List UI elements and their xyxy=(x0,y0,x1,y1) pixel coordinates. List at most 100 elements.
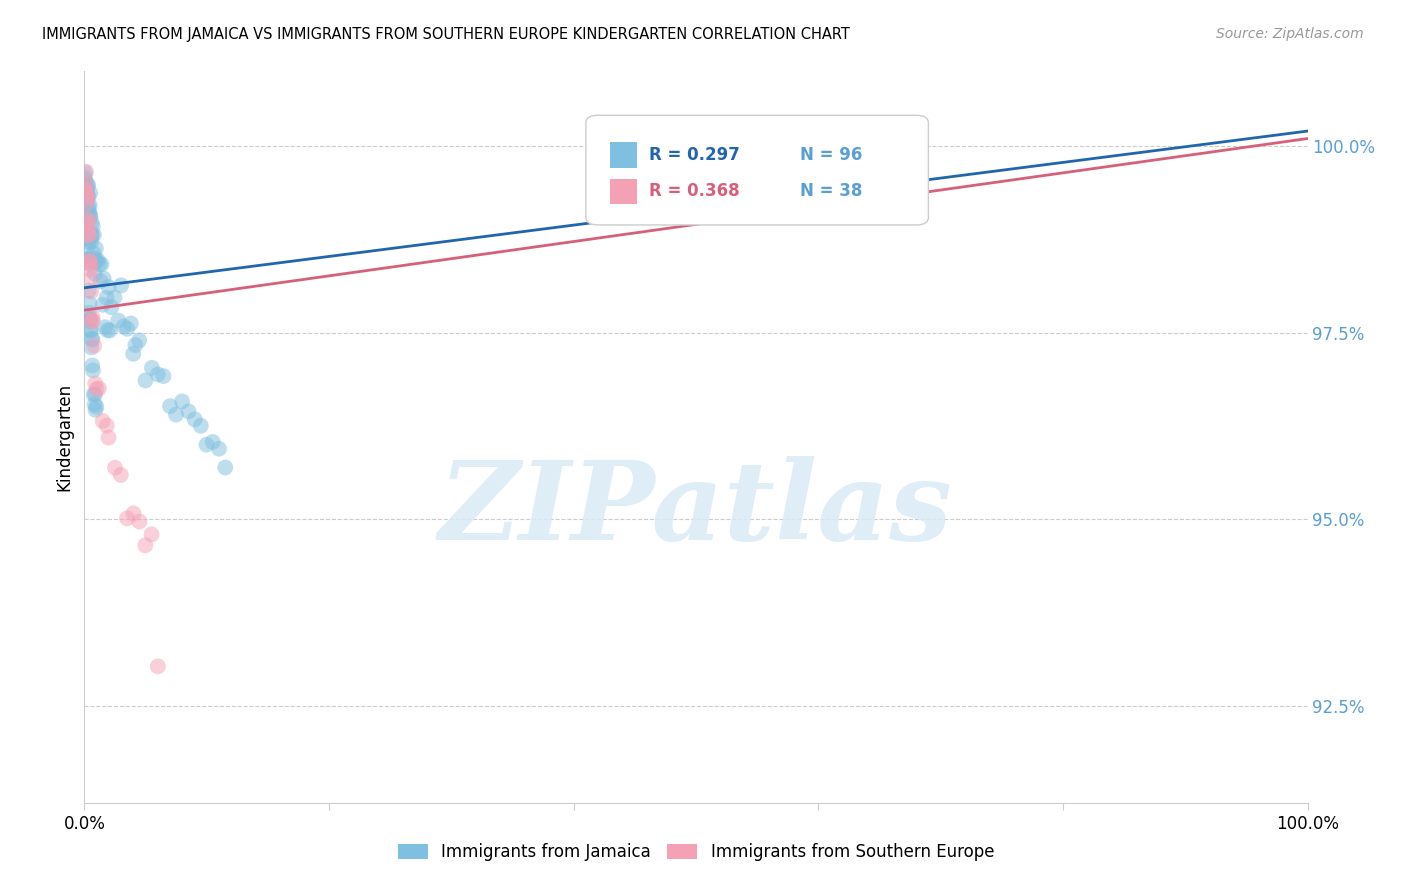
Text: R = 0.368: R = 0.368 xyxy=(650,182,740,201)
Y-axis label: Kindergarten: Kindergarten xyxy=(55,383,73,491)
Point xyxy=(94,320,117,334)
Point xyxy=(75,164,97,178)
Point xyxy=(103,290,125,304)
Point xyxy=(96,291,118,305)
Point xyxy=(75,194,97,208)
Point xyxy=(80,340,103,354)
Point xyxy=(79,258,101,272)
Point xyxy=(76,219,98,234)
Point xyxy=(141,527,163,541)
Point xyxy=(76,223,98,237)
Point xyxy=(86,382,108,396)
Point xyxy=(80,314,103,328)
Point xyxy=(79,211,101,225)
Point xyxy=(84,387,107,401)
Point xyxy=(89,274,111,288)
Point xyxy=(80,229,103,244)
Point xyxy=(79,206,101,220)
Point xyxy=(141,360,163,375)
Point xyxy=(214,460,236,475)
Point xyxy=(76,189,98,203)
Point xyxy=(75,197,97,211)
Point xyxy=(84,241,107,255)
Point xyxy=(87,381,110,395)
Point xyxy=(76,217,98,231)
Point xyxy=(77,178,100,192)
Point xyxy=(76,212,98,227)
Point xyxy=(79,311,101,326)
Point xyxy=(84,252,107,266)
FancyBboxPatch shape xyxy=(586,115,928,225)
Point xyxy=(75,176,97,190)
Point xyxy=(75,173,97,187)
Point xyxy=(79,262,101,277)
Point xyxy=(79,314,101,328)
Point xyxy=(124,338,146,352)
Point xyxy=(80,271,103,285)
Point xyxy=(76,186,98,200)
Point xyxy=(82,363,104,377)
Point xyxy=(77,214,100,228)
Point xyxy=(112,319,135,334)
Point xyxy=(91,298,114,312)
Point xyxy=(77,200,100,214)
Point xyxy=(82,219,104,234)
Point xyxy=(79,296,101,310)
Point xyxy=(93,271,115,285)
Point xyxy=(77,228,100,243)
Point xyxy=(77,235,100,249)
Point xyxy=(76,187,98,202)
Text: R = 0.297: R = 0.297 xyxy=(650,145,741,164)
Point xyxy=(80,234,103,248)
Point xyxy=(79,254,101,268)
Point xyxy=(83,246,105,260)
Point xyxy=(208,442,231,456)
Point xyxy=(82,333,104,347)
Text: N = 38: N = 38 xyxy=(800,182,862,201)
Point xyxy=(73,170,96,185)
Point xyxy=(195,438,218,452)
Point xyxy=(134,538,156,552)
Point xyxy=(100,300,122,314)
Point xyxy=(79,186,101,200)
Point xyxy=(190,418,212,433)
Point xyxy=(83,227,105,242)
Point xyxy=(90,257,112,271)
Point xyxy=(115,511,138,525)
Point xyxy=(77,179,100,194)
Point xyxy=(80,332,103,346)
Point xyxy=(79,312,101,326)
Point xyxy=(75,176,97,190)
Text: Source: ZipAtlas.com: Source: ZipAtlas.com xyxy=(1216,27,1364,41)
Point xyxy=(89,257,111,271)
Point xyxy=(79,208,101,222)
Point xyxy=(77,191,100,205)
Point xyxy=(80,216,103,230)
Point xyxy=(76,186,98,200)
Point xyxy=(77,252,100,266)
Point xyxy=(97,431,120,445)
Point xyxy=(75,165,97,179)
Point xyxy=(76,252,98,267)
Point xyxy=(104,460,127,475)
Point xyxy=(177,404,200,418)
Point xyxy=(79,254,101,268)
Point xyxy=(83,397,105,411)
Point xyxy=(76,240,98,254)
Point xyxy=(79,322,101,336)
Point xyxy=(128,515,150,529)
FancyBboxPatch shape xyxy=(610,179,637,204)
Point xyxy=(152,369,174,384)
Point xyxy=(110,278,132,293)
Point xyxy=(76,181,98,195)
Text: N = 96: N = 96 xyxy=(800,145,862,164)
Point xyxy=(77,306,100,320)
Point xyxy=(75,232,97,246)
Point xyxy=(107,313,129,327)
Point xyxy=(84,376,107,391)
Point xyxy=(159,399,181,413)
Point xyxy=(79,324,101,338)
Point xyxy=(201,434,224,449)
Point xyxy=(77,284,100,298)
Point xyxy=(122,347,145,361)
